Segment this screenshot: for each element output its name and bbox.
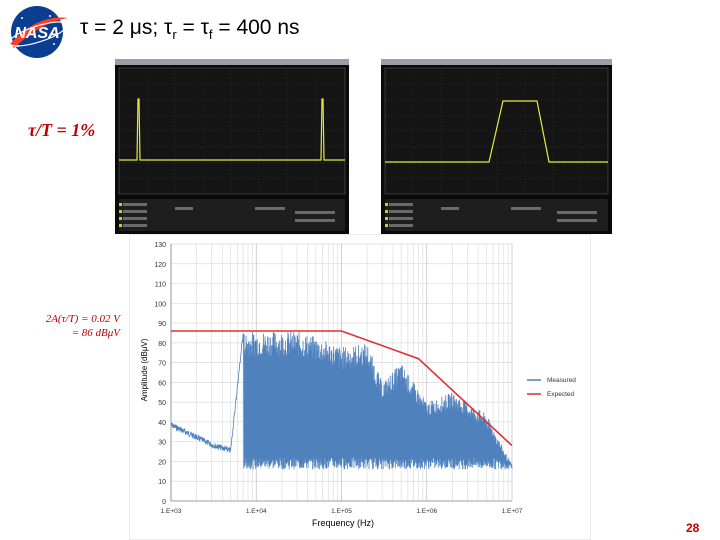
- oscilloscope-screenshot-left: [115, 59, 349, 234]
- chart-legend: Measured Expected: [527, 377, 576, 398]
- y-tick-label: 100: [154, 301, 166, 308]
- measured-series: [170, 331, 513, 470]
- page-number: 28: [686, 521, 700, 535]
- y-tick-label: 0: [162, 499, 166, 506]
- x-tick-label: 1.E+05: [331, 508, 352, 515]
- x-tick-label: 1.E+06: [416, 508, 437, 515]
- legend-label-measured: Measured: [547, 377, 576, 384]
- x-axis-label: Frequency (Hz): [312, 518, 374, 528]
- y-tick-label: 40: [158, 420, 166, 427]
- x-tick-label: 1.E+03: [161, 508, 182, 515]
- legend-label-expected: Expected: [547, 391, 574, 398]
- y-tick-label: 130: [154, 242, 166, 249]
- y-tick-label: 20: [158, 459, 166, 466]
- y-tick-label: 50: [158, 400, 166, 407]
- y-tick-label: 110: [155, 282, 166, 289]
- page-title: τ = 2 μs; τr = τf = 400 ns: [80, 16, 300, 43]
- y-tick-label: 10: [158, 479, 166, 486]
- y-tick-label: 30: [158, 440, 166, 447]
- y-tick-label: 60: [158, 380, 166, 387]
- y-axis-label: Amplitude (dBμV): [140, 338, 149, 401]
- nasa-logo: NASA: [8, 6, 68, 58]
- y-tick-label: 80: [158, 341, 166, 348]
- x-tick-label: 1.E+04: [246, 508, 267, 515]
- measured-trace: [170, 331, 513, 470]
- duty-cycle-label: τ/T = 1%: [28, 120, 96, 140]
- amplitude-annotation: 2A(τ/T) = 0.02 V = 86 dBμV: [20, 312, 120, 340]
- oscilloscope-screenshot-right: [381, 59, 612, 234]
- y-tick-label: 70: [158, 361, 166, 368]
- y-tick-labels: 0 10 20 30 40 50 60 70 80 90 100 110 120 130: [154, 242, 166, 506]
- x-tick-label: 1.E+07: [502, 508, 523, 515]
- logo-text: NASA: [14, 25, 59, 42]
- expected-series-line: [171, 330, 513, 447]
- amplitude-line-1: 2A(τ/T) = 0.02 V: [45, 313, 120, 325]
- y-tick-label: 120: [154, 262, 166, 269]
- x-tick-labels: 1.E+03 1.E+04 1.E+05 1.E+06 1.E+07: [161, 508, 523, 515]
- amplitude-line-2: = 86 dBμV: [71, 327, 120, 339]
- y-tick-label: 90: [158, 321, 166, 328]
